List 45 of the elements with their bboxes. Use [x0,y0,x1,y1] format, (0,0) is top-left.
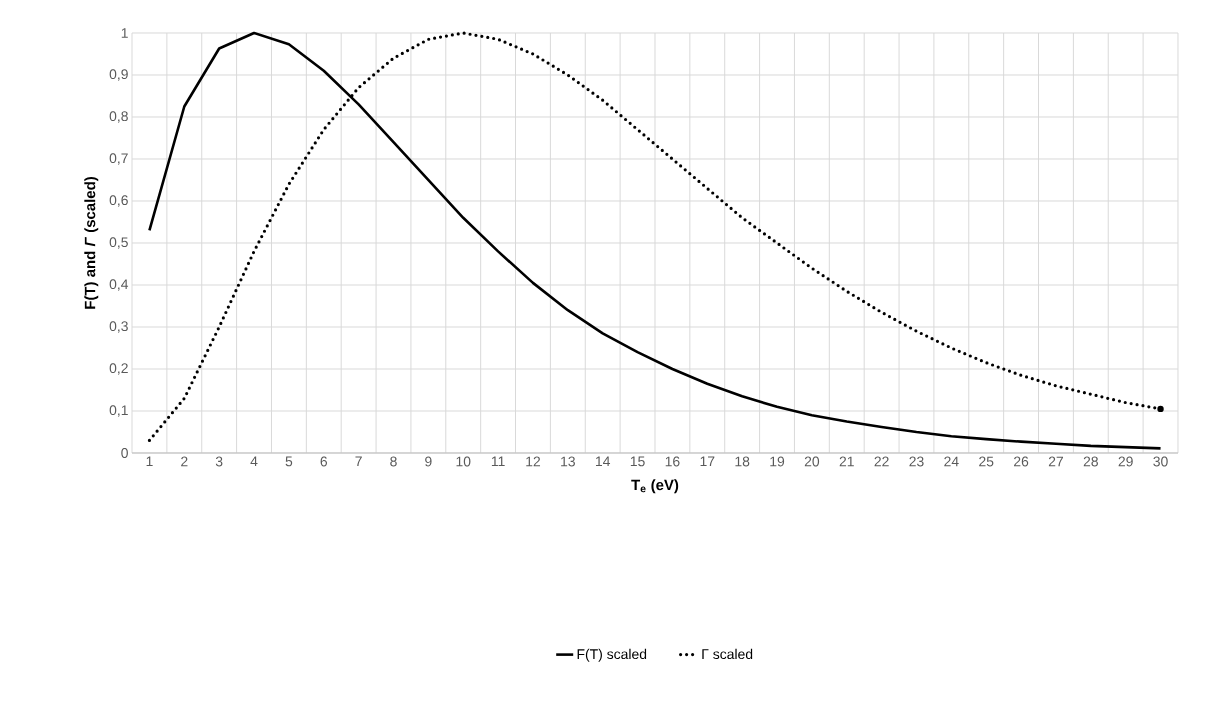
y-axis-title: F(T) and Γ (scaled) [84,177,99,309]
y-tick-label: 0,4 [109,279,129,291]
x-tick-label: 17 [700,456,715,467]
x-tick-label: 3 [215,456,223,467]
x-tick-label: 12 [526,456,541,467]
x-tick-label: 10 [456,456,471,467]
x-tick-label: 8 [390,456,397,467]
x-tick-label: 21 [839,456,854,467]
x-tick-label: 13 [561,456,575,467]
x-tick-label: 14 [595,456,611,467]
y-tick-label: 1 [121,28,128,38]
x-tick-label: 11 [491,456,505,467]
x-tick-label: 7 [355,456,362,467]
x-tick-label: 16 [665,456,680,467]
legend-label: F(T) scaled [577,648,647,662]
x-tick-label: 24 [944,456,959,467]
x-tick-label: 4 [250,456,258,467]
x-tick-label: 23 [909,456,924,467]
y-tick-label: 0 [121,448,128,458]
y-tick-label: 0,9 [109,69,128,81]
y-tick-label: 0,6 [109,195,128,207]
x-tick-label: 2 [181,456,188,467]
x-tick-label: 20 [804,456,820,467]
x-tick-label: 9 [425,456,432,467]
y-tick-label: 0,1 [109,405,128,417]
x-tick-label: 15 [630,456,645,467]
x-tick-label: 5 [285,456,293,467]
y-tick-label: 0,3 [109,321,128,333]
x-tick-label: 1 [146,456,153,467]
x-tick-label: 28 [1083,456,1098,467]
y-tick-label: 0,5 [109,237,128,249]
legend-label: Γ scaled [702,648,753,660]
y-tick-label: 0,2 [109,363,128,375]
x-tick-label: 19 [770,456,785,467]
x-axis-title: T$_{e}$ (eV) [631,479,679,494]
y-tick-label: 0,8 [109,111,128,123]
y-tick-label: 0,7 [109,153,128,165]
x-tick-label: 6 [320,456,328,467]
x-tick-label: 18 [735,456,750,467]
x-tick-label: 29 [1118,456,1133,467]
x-tick-label: 30 [1153,456,1168,467]
x-tick-label: 27 [1048,456,1063,467]
x-tick-label: 26 [1014,456,1029,467]
x-tick-label: 25 [979,456,994,467]
x-tick-label: 22 [874,456,889,467]
